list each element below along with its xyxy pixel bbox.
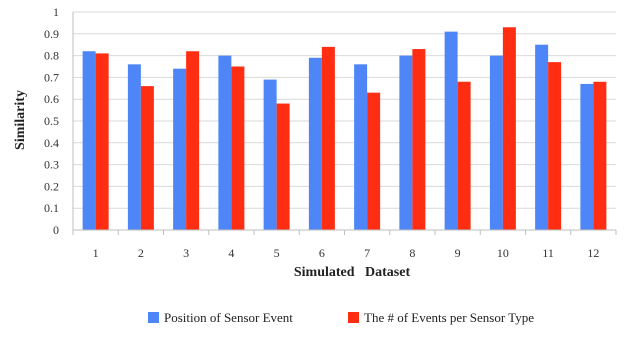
bar-position-of-sensor-event bbox=[308, 57, 322, 230]
y-tick-labels: 0 0.1 0.2 0.3 0.4 0.5 0.6 0.7 0.8 0.9 1 bbox=[44, 5, 59, 237]
bar-position-of-sensor-event bbox=[127, 64, 141, 230]
y-tick-label: 0.7 bbox=[44, 70, 59, 84]
bar-events-per-sensor-type bbox=[231, 66, 245, 230]
y-tick-label: 0.4 bbox=[44, 136, 59, 150]
axes bbox=[72, 12, 617, 235]
x-tick-label: 9 bbox=[455, 246, 461, 260]
x-tick-label: 3 bbox=[183, 246, 189, 260]
x-tick-label: 7 bbox=[364, 246, 370, 260]
bar-position-of-sensor-event bbox=[173, 68, 187, 231]
legend-label: The # of Events per Sensor Type bbox=[364, 310, 534, 325]
x-tick-label: 4 bbox=[228, 246, 234, 260]
bar-events-per-sensor-type bbox=[502, 27, 516, 231]
x-tick-label: 6 bbox=[319, 246, 325, 260]
bar-position-of-sensor-event bbox=[399, 55, 413, 230]
bars bbox=[82, 27, 607, 231]
x-tick-label: 11 bbox=[542, 246, 554, 260]
x-tick-label: 8 bbox=[409, 246, 415, 260]
bar-events-per-sensor-type bbox=[457, 81, 471, 230]
bar-events-per-sensor-type bbox=[140, 86, 154, 231]
bar-position-of-sensor-event bbox=[218, 55, 232, 230]
y-tick-label: 0.2 bbox=[44, 179, 59, 193]
gridlines bbox=[73, 11, 616, 231]
bar-events-per-sensor-type bbox=[548, 62, 562, 230]
legend-swatch bbox=[148, 312, 159, 323]
bar-position-of-sensor-event bbox=[82, 51, 96, 230]
y-tick-label: 0.8 bbox=[44, 49, 59, 63]
x-axis-title: Simulated Dataset bbox=[294, 265, 411, 280]
bar-events-per-sensor-type bbox=[321, 46, 335, 230]
bar-position-of-sensor-event bbox=[263, 79, 277, 230]
bar-events-per-sensor-type bbox=[186, 51, 200, 230]
bar-events-per-sensor-type bbox=[276, 103, 290, 230]
y-tick-label: 0.6 bbox=[44, 92, 59, 106]
y-tick-label: 0.9 bbox=[44, 27, 59, 41]
y-tick-label: 0 bbox=[53, 223, 59, 237]
x-tick-label: 2 bbox=[138, 246, 144, 260]
bar-position-of-sensor-event bbox=[580, 83, 594, 230]
legend: Position of Sensor Event The # of Events … bbox=[148, 310, 534, 325]
legend-swatch bbox=[348, 312, 359, 323]
bar-position-of-sensor-event bbox=[489, 55, 503, 230]
bar-position-of-sensor-event bbox=[535, 44, 549, 231]
y-tick-label: 0.1 bbox=[44, 201, 59, 215]
y-tick-label: 0.5 bbox=[44, 114, 59, 128]
bar-events-per-sensor-type bbox=[367, 92, 381, 230]
bar-events-per-sensor-type bbox=[593, 81, 607, 230]
x-tick-labels: 1 2 3 4 5 6 7 8 9 10 11 12 bbox=[93, 246, 600, 260]
y-tick-label: 0.3 bbox=[44, 158, 59, 172]
bar-position-of-sensor-event bbox=[444, 31, 458, 231]
x-tick-label: 12 bbox=[587, 246, 599, 260]
x-tick-label: 10 bbox=[497, 246, 509, 260]
bar-events-per-sensor-type bbox=[412, 49, 426, 231]
y-axis-title: Similarity bbox=[13, 90, 28, 150]
bar-events-per-sensor-type bbox=[95, 53, 109, 230]
x-tick-label: 1 bbox=[93, 246, 99, 260]
x-tick-label: 5 bbox=[274, 246, 280, 260]
legend-label: Position of Sensor Event bbox=[164, 310, 293, 325]
bar-position-of-sensor-event bbox=[354, 64, 368, 230]
y-tick-label: 1 bbox=[53, 5, 59, 19]
